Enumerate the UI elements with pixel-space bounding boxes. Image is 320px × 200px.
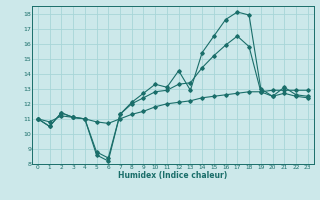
X-axis label: Humidex (Indice chaleur): Humidex (Indice chaleur) (118, 171, 228, 180)
